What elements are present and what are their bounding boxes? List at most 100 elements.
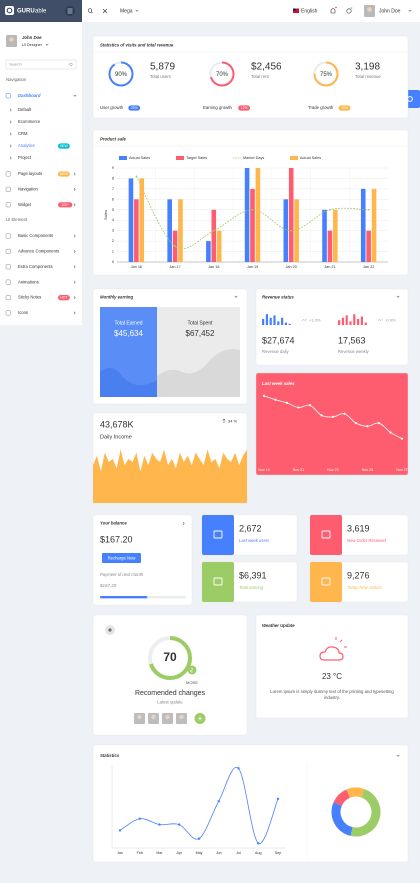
mini-bar [360, 316, 363, 325]
brand: GURU [17, 9, 35, 15]
legend-label: Target Sales [186, 156, 207, 160]
chevron-right [9, 120, 12, 124]
gauge-badge-icon [190, 667, 194, 673]
tile-label: Last week users [239, 538, 270, 543]
bar [371, 188, 377, 262]
search-placeholder: Search [9, 62, 22, 67]
earned-label: Total Earned [114, 320, 142, 326]
nav-item: Animations [18, 279, 39, 284]
search-box[interactable] [5, 59, 77, 70]
mini-bar [281, 317, 284, 325]
nav-icon [5, 264, 11, 270]
bar [288, 168, 294, 262]
legend-label: Actual Sales [300, 156, 321, 160]
chevron [234, 295, 238, 298]
tile-value: 2,672 [239, 523, 262, 533]
mega-menu: Mega [120, 8, 133, 14]
chevron-right [73, 172, 76, 176]
ring-label: 70% [216, 72, 229, 78]
bar [178, 199, 183, 262]
mini-bar [262, 319, 265, 325]
badge-text: NEW [60, 172, 69, 176]
tile-label: Today New visitors [347, 585, 383, 590]
bar [360, 188, 366, 262]
bar [333, 209, 338, 262]
fullscreen-icon[interactable] [102, 8, 108, 14]
tile-icon-block [310, 515, 342, 555]
mini-bar [265, 314, 268, 325]
ui-title: UI Element [6, 217, 28, 222]
weather-text: Lorem ipsum is simply dummy text of the … [270, 689, 394, 700]
search-handle [91, 11, 93, 14]
revenue-value: $27,674 [262, 335, 295, 345]
chevron-right [73, 249, 76, 253]
user-avatar-head [179, 714, 184, 720]
stat-label: Total rent [251, 74, 269, 79]
nav-item: Advance Components [18, 249, 59, 254]
statistics-point [138, 817, 141, 820]
y-tick-label: 5 [112, 208, 114, 212]
nav-item: Basic Components [18, 233, 53, 238]
bar [206, 241, 211, 262]
chat-icon[interactable] [346, 8, 352, 14]
x-tick-label: Nov 25 [362, 468, 373, 472]
statistics-point [158, 823, 161, 826]
income-label: Daily Income [100, 434, 132, 440]
x-tick-label: Jan 16 [131, 265, 142, 269]
x-tick-label: Jul [236, 851, 241, 855]
tile-icon [321, 530, 331, 539]
nav-subitem: Default [18, 107, 32, 112]
trend-icon [301, 318, 307, 322]
legend-label: Market Days [243, 156, 264, 160]
legend-label: Actual Sales [129, 156, 150, 160]
nav-subitem: CRM [18, 131, 28, 136]
x-tick-label: Mar [156, 851, 163, 855]
spent-value: $67,452 [186, 329, 215, 338]
sun-ray [339, 639, 343, 643]
chevron [396, 754, 400, 757]
x-tick-label: Jan 22 [363, 265, 374, 269]
bar [294, 199, 299, 262]
bar [139, 178, 145, 262]
card-title: Product sale [100, 137, 126, 142]
x-tick-label: Aug [255, 851, 261, 855]
recharge-label: Recharge Now [108, 555, 137, 560]
notify-dot [335, 6, 337, 9]
donut-segment [350, 788, 381, 837]
stat-label: Total users [150, 74, 171, 79]
flag [293, 8, 299, 13]
badge [58, 171, 70, 177]
nav-dashboard: Dashboard [18, 93, 41, 98]
sales-point [354, 422, 358, 425]
gauge-value: 70 [163, 650, 177, 664]
card-title: Last week sales [262, 381, 295, 386]
revenue-label: Revenue weekly [338, 349, 370, 354]
sales-point [389, 431, 392, 434]
chevron [73, 94, 77, 97]
mini-bar [277, 321, 280, 325]
badge-text: 12% [241, 106, 248, 110]
nav-item: Extra Components [18, 264, 53, 269]
y-tick-label: 3 [112, 229, 114, 233]
mini-bar [349, 321, 352, 325]
nav-item: Widget [18, 202, 32, 207]
weather-card [255, 614, 409, 719]
search-icon[interactable] [87, 8, 93, 13]
bell-icon[interactable] [330, 8, 336, 14]
bar [128, 178, 134, 262]
bar [211, 209, 217, 262]
sales-point [331, 415, 335, 418]
line-point [135, 175, 138, 178]
badge-text: 100+ [61, 203, 69, 207]
chevron-right [73, 296, 76, 300]
recharge-button[interactable] [102, 553, 141, 563]
sales-point [285, 401, 289, 404]
donut-segment [331, 802, 353, 836]
x-tick-label: Jan 20 [286, 265, 297, 269]
logo [5, 6, 14, 15]
y-tick-label: 1 [112, 250, 114, 254]
revenue-label: Revenue daily [262, 349, 289, 354]
tile-icon [213, 577, 223, 586]
add-icon [108, 628, 112, 632]
